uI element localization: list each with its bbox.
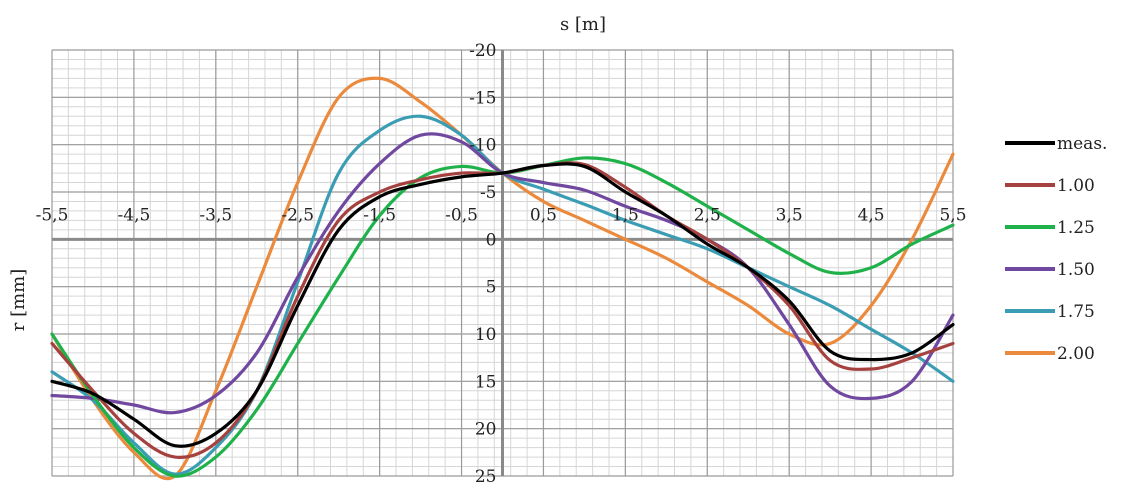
y-tick-label: 10 — [475, 325, 497, 345]
legend-label: 1.75 — [1057, 302, 1095, 322]
y-tick-label: -10 — [469, 136, 496, 156]
series-line-meas — [50, 162, 955, 448]
y-tick-label: 25 — [475, 467, 497, 487]
x-tick-label: -2,5 — [281, 205, 314, 225]
x-tick-label: 4,5 — [858, 205, 885, 225]
x-tick-label: 2,5 — [694, 205, 721, 225]
y-tick-labels: -20 -15 -10 -5 0 5 10 15 20 25 — [469, 41, 496, 487]
x-tick-labels: -5,5 -4,5 -3,5 -2,5 -1,5 -0,5 0,5 1,5 2,5 3,5 4,5 5… — [36, 205, 967, 225]
legend-label: meas. — [1057, 134, 1107, 154]
legend: meas. 1.00 1.25 1.50 1.75 2.00 — [1005, 134, 1107, 364]
y-axis-title: r [mm] — [8, 269, 29, 332]
y-tick-label: -5 — [480, 183, 497, 203]
legend-label: 1.50 — [1057, 260, 1095, 280]
x-tick-label: 5,5 — [939, 205, 966, 225]
y-tick-label: 20 — [475, 420, 497, 440]
x-tick-label: -0,5 — [445, 205, 478, 225]
x-tick-label: -3,5 — [199, 205, 232, 225]
y-tick-label: 0 — [486, 230, 497, 250]
legend-label: 1.00 — [1057, 176, 1095, 196]
x-tick-label: 3,5 — [776, 205, 803, 225]
x-tick-label: -1,5 — [363, 205, 396, 225]
zero-axes — [52, 50, 953, 476]
legend-label: 1.25 — [1057, 218, 1095, 238]
x-axis-title: s [m] — [560, 14, 606, 35]
y-tick-label: 5 — [486, 278, 497, 298]
legend-label: 2.00 — [1057, 344, 1095, 364]
y-tick-label: -15 — [469, 88, 496, 108]
x-tick-label: 0,5 — [530, 205, 557, 225]
x-tick-label: 1,5 — [612, 205, 639, 225]
y-tick-label: -20 — [469, 41, 496, 61]
series-layer — [50, 76, 955, 481]
y-tick-label: 15 — [475, 372, 497, 392]
x-tick-label: -5,5 — [36, 205, 69, 225]
x-tick-label: -4,5 — [118, 205, 151, 225]
